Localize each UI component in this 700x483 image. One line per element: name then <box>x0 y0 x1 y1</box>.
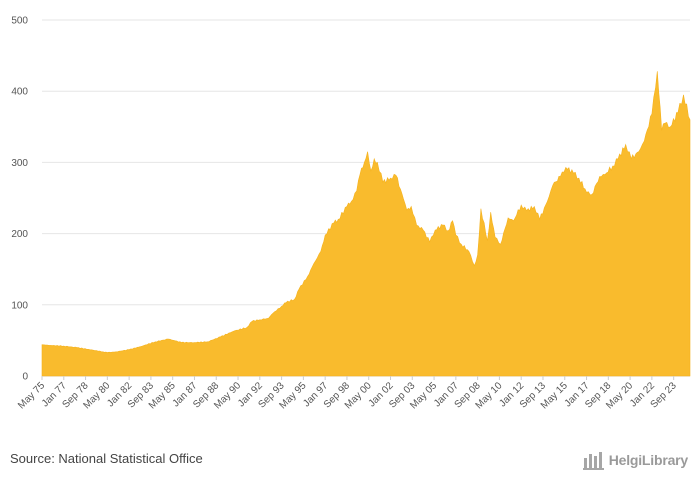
y-tick-label-5: 500 <box>11 16 28 27</box>
area-layer <box>41 71 691 377</box>
library-icon <box>582 452 604 470</box>
y-tick-label-1: 100 <box>11 300 28 311</box>
y-axis-ticks: 0 100 200 300 400 500 <box>11 16 28 383</box>
source-note: Source: National Statistical Office <box>10 451 203 466</box>
y-tick-label-3: 300 <box>11 158 28 169</box>
x-tick-label-0: May 75 <box>16 380 47 411</box>
y-tick-label-2: 200 <box>11 229 28 240</box>
logo-text: HelgiLibrary <box>608 452 688 468</box>
chart-footer: Source: National Statistical Office Helg… <box>0 440 700 483</box>
y-tick-label-4: 400 <box>11 87 28 98</box>
area-series-index <box>41 71 691 377</box>
y-tick-label-0: 0 <box>22 372 28 383</box>
helgilibrary-logo: HelgiLibrary <box>582 448 688 472</box>
